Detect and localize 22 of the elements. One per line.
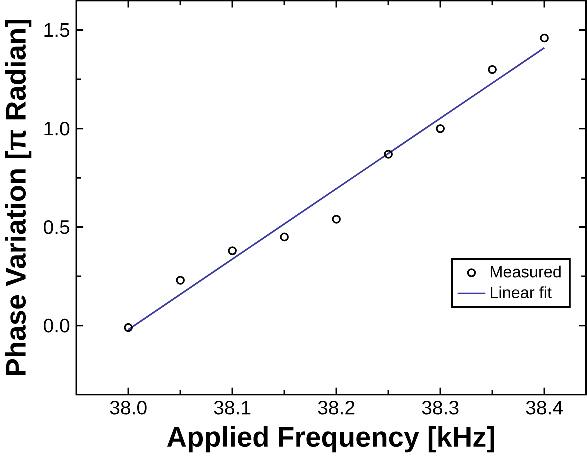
y-axis-title: Phase Variation [π Radian] (5, 20, 32, 376)
point (176, 276, 185, 285)
point (540, 34, 549, 43)
point (124, 323, 133, 332)
x-tick-label: 38.1 (214, 400, 251, 415)
y-tick-label: 0.5 (44, 220, 70, 234)
point (488, 65, 497, 74)
x-tick-label: 38.3 (422, 400, 459, 415)
x-tick-label: 38.4 (526, 400, 563, 415)
point (436, 124, 445, 134)
y-tick-label: 0.0 (44, 318, 70, 333)
y-tick-label: 1.0 (44, 122, 70, 136)
legend-label: Measured (491, 266, 561, 278)
point (228, 246, 237, 256)
x-axis-title: Applied Frequency [kHz] (167, 426, 494, 453)
point (384, 150, 393, 159)
x-tick-label: 38.0 (110, 400, 147, 415)
x-tick-label: 38.2 (318, 400, 355, 415)
legend-label: Linear fit (491, 286, 552, 298)
y-tick-label: 1.5 (44, 24, 70, 38)
point (332, 215, 341, 224)
point (280, 232, 289, 242)
